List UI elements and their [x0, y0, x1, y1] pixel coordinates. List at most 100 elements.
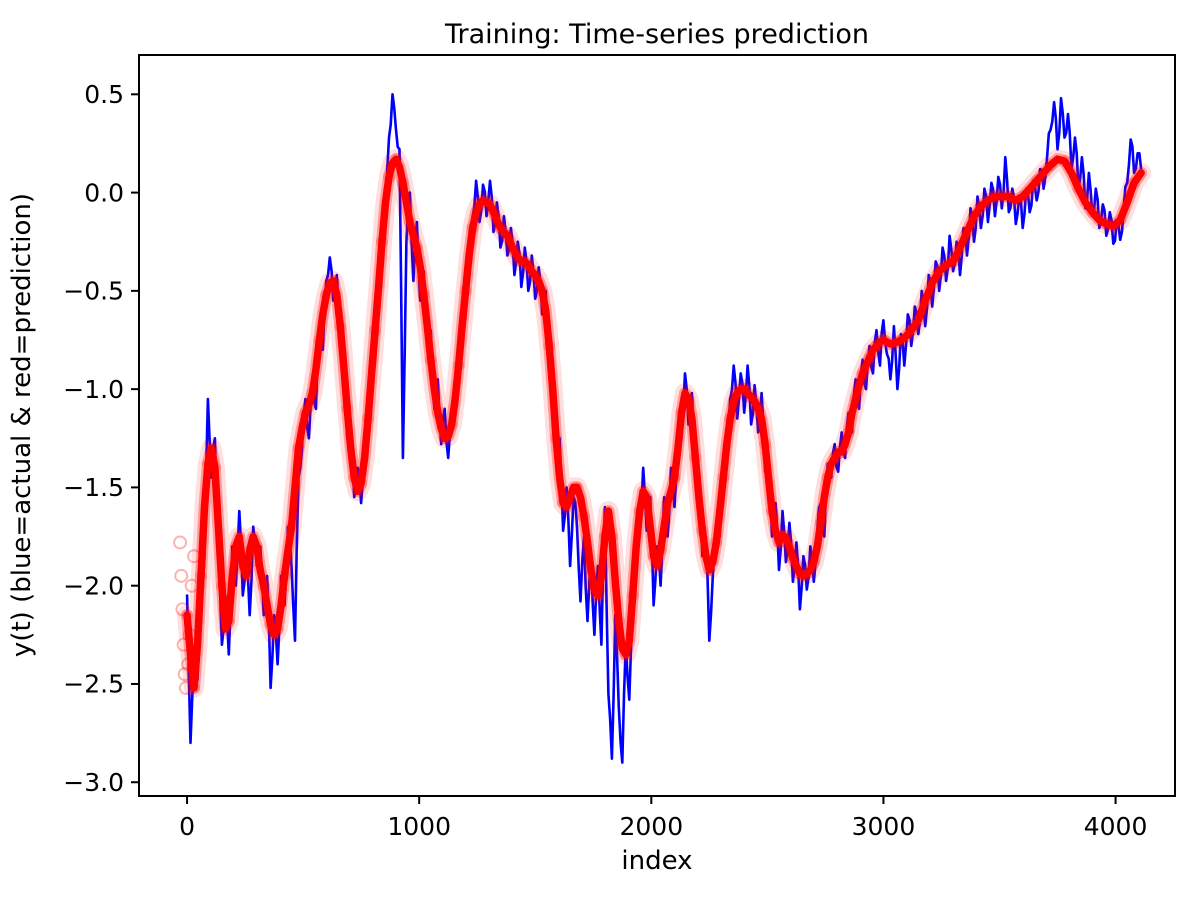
- prediction-marker: [863, 351, 876, 364]
- prediction-marker: [710, 536, 723, 549]
- prediction-series-line: [173, 149, 1152, 698]
- series-group: [173, 93, 1152, 764]
- prediction-marker: [919, 294, 932, 307]
- prediction-marker: [835, 446, 848, 458]
- prediction-marker: [536, 284, 549, 297]
- prediction-marker: [731, 387, 744, 400]
- prediction-marker: [1016, 190, 1029, 203]
- prediction-marker: [334, 320, 347, 333]
- prediction-marker: [807, 556, 820, 569]
- prediction-marker: [724, 412, 737, 425]
- prediction-marker: [800, 567, 813, 580]
- prediction-marker: [905, 324, 918, 337]
- prediction-marker: [222, 615, 235, 628]
- prediction-marker: [445, 418, 458, 431]
- prediction-marker: [320, 288, 333, 301]
- prediction-marker: [529, 269, 542, 282]
- y-tick-label: −1.5: [63, 473, 124, 502]
- prediction-marker: [821, 471, 834, 484]
- prediction-marker: [1086, 206, 1099, 219]
- prediction-marker: [313, 334, 326, 346]
- prediction-marker: [828, 451, 841, 464]
- chart-title: Training: Time-series prediction: [444, 19, 869, 50]
- prediction-marker: [564, 491, 577, 504]
- prediction-marker: [654, 544, 667, 557]
- prediction-marker: [341, 402, 354, 415]
- prediction-marker: [201, 457, 214, 470]
- prediction-marker: [974, 200, 987, 213]
- prediction-marker: [188, 681, 200, 694]
- prediction-marker: [703, 564, 716, 576]
- prediction-marker: [633, 505, 646, 517]
- prediction-marker: [585, 564, 597, 576]
- prediction-marker: [675, 406, 688, 419]
- prediction-marker: [403, 216, 416, 229]
- prediction-marker: [1002, 190, 1015, 203]
- axes-frame: [138, 54, 1176, 797]
- prediction-marker: [550, 432, 563, 445]
- y-tick-label: 0.0: [84, 178, 124, 207]
- prediction-marker: [487, 206, 500, 219]
- prediction-marker: [515, 255, 528, 268]
- x-tick-label: 4000: [1084, 812, 1148, 841]
- prediction-marker: [327, 275, 340, 287]
- prediction-marker: [591, 589, 604, 602]
- prediction-marker: [501, 229, 514, 242]
- prediction-marker: [243, 544, 256, 557]
- prediction-marker: [278, 569, 291, 582]
- prediction-marker: [424, 353, 437, 366]
- prediction-marker: [431, 406, 444, 419]
- x-tick-label: 0: [179, 812, 195, 841]
- prediction-marker: [842, 426, 855, 439]
- prediction-marker: [494, 222, 507, 234]
- prediction-marker: [793, 567, 806, 580]
- prediction-marker: [229, 540, 242, 553]
- prediction-marker: [473, 198, 486, 211]
- prediction-marker: [362, 412, 375, 425]
- prediction-marker: [452, 359, 465, 372]
- x-tick-label: 3000: [852, 812, 916, 841]
- prediction-marker: [264, 619, 277, 631]
- prediction-marker: [1100, 218, 1113, 230]
- prediction-marker: [612, 615, 625, 628]
- prediction-marker: [417, 288, 430, 301]
- prediction-marker: [257, 579, 270, 592]
- prediction-marker: [605, 530, 618, 543]
- prediction-marker: [696, 524, 709, 537]
- y-tick-label: 0.5: [84, 80, 124, 109]
- prediction-marker: [292, 442, 305, 455]
- prediction-marker: [745, 391, 758, 403]
- prediction-marker: [543, 339, 556, 352]
- prediction-marker: [1114, 214, 1127, 227]
- y-tick-label: −2.0: [63, 571, 124, 600]
- prediction-marker: [522, 259, 535, 272]
- prediction-warmup-marker: [174, 568, 189, 583]
- prediction-marker: [438, 432, 451, 445]
- prediction-marker: [181, 609, 194, 622]
- plot-area: [139, 55, 1175, 796]
- prediction-marker: [779, 532, 792, 545]
- prediction-marker: [891, 336, 904, 348]
- prediction-marker: [752, 402, 765, 415]
- prediction-marker: [717, 471, 730, 484]
- prediction-marker: [759, 438, 772, 451]
- prediction-marker: [1128, 176, 1141, 189]
- prediction-marker: [271, 622, 284, 635]
- prediction-marker: [390, 153, 402, 166]
- prediction-marker: [557, 497, 570, 510]
- x-axis-label: index: [621, 846, 692, 876]
- y-tick-label: −1.0: [63, 375, 124, 404]
- prediction-marker: [626, 589, 639, 602]
- prediction-marker: [814, 516, 827, 529]
- prediction-warmup-marker: [175, 602, 190, 617]
- prediction-marker: [738, 383, 751, 396]
- prediction-marker: [306, 387, 319, 400]
- prediction-marker: [598, 530, 611, 543]
- prediction-marker: [250, 540, 263, 553]
- prediction-marker: [682, 393, 695, 405]
- prediction-marker: [786, 552, 799, 565]
- prediction-marker: [640, 491, 653, 504]
- prediction-marker: [195, 569, 207, 582]
